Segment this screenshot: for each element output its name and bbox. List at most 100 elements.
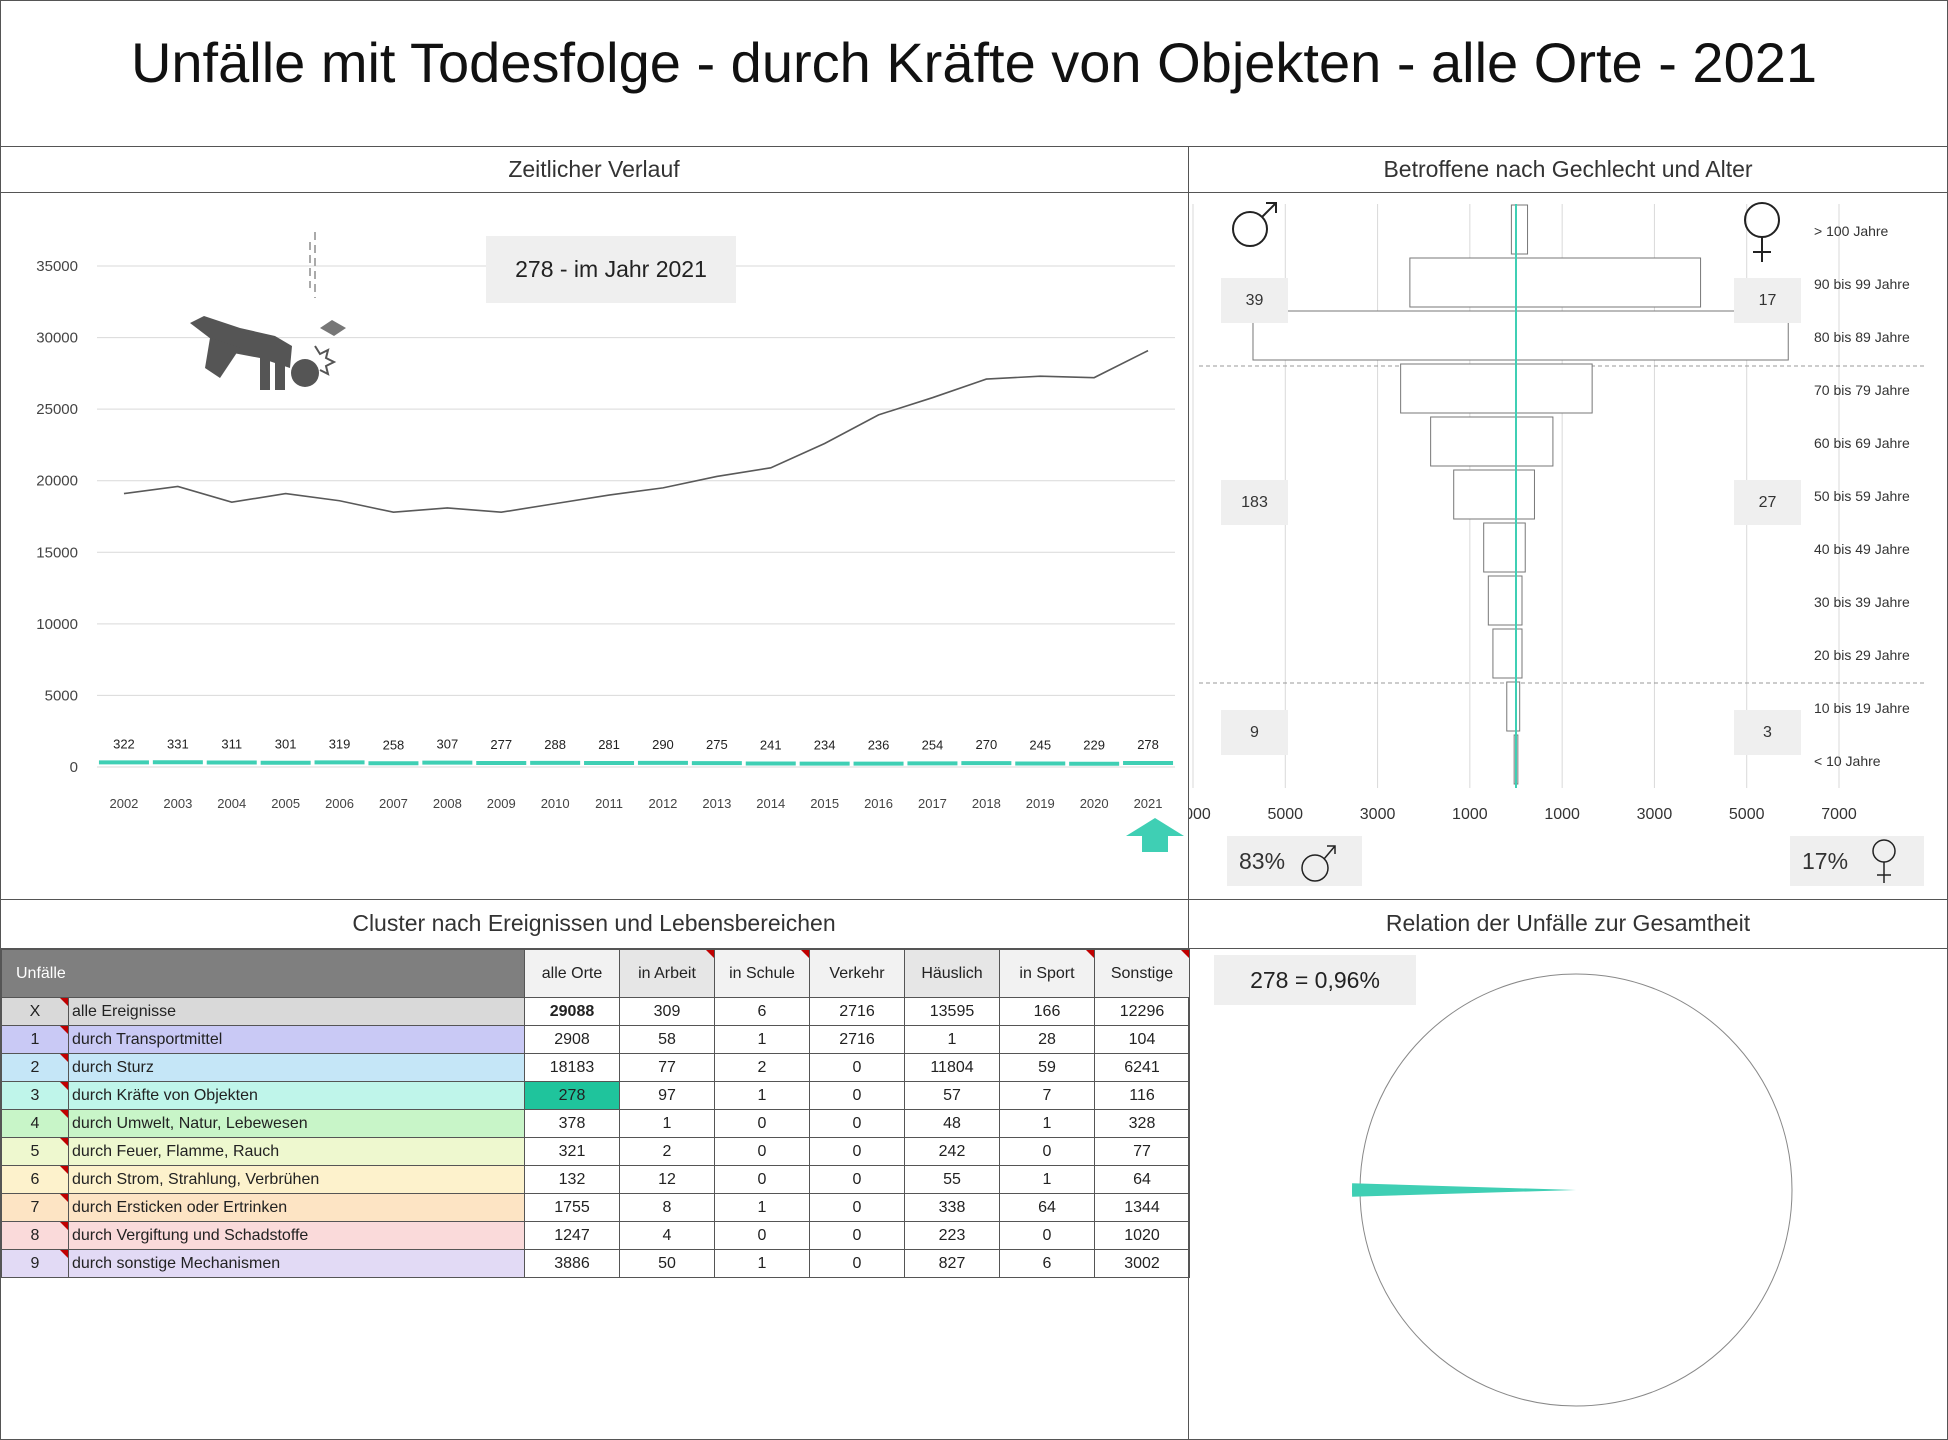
- male-symbol-small-icon: [1301, 845, 1336, 882]
- data-label: 229: [1083, 738, 1105, 753]
- table-cell: 2908: [524, 1025, 620, 1054]
- x-tick-label: 2003: [163, 796, 192, 811]
- female-count-young: 3: [1734, 710, 1801, 755]
- table-cell: 2: [714, 1053, 810, 1082]
- female-share-box: 17%: [1790, 836, 1924, 886]
- row-label: alle Ereignisse: [68, 997, 525, 1026]
- bar-female: [1515, 416, 1554, 467]
- row-id: 8: [1, 1221, 69, 1250]
- x-tick-label: 2008: [433, 796, 462, 811]
- table-cell: 309: [619, 997, 715, 1026]
- table-cell: 0: [714, 1109, 810, 1138]
- row-id: 3: [1, 1081, 69, 1110]
- table-row[interactable]: 9 durch sonstige Mechanismen 3886 50 1 0 827 6 3…: [1, 1249, 1190, 1278]
- table-cell: 6: [714, 997, 810, 1026]
- table-cell: 378: [524, 1109, 620, 1138]
- table-row[interactable]: 6 durch Strom, Strahlung, Verbrühen 132 12 0…: [1, 1165, 1190, 1194]
- y-tick-label: 30000: [36, 330, 78, 347]
- male-count-young: 9: [1221, 710, 1288, 755]
- data-label: 307: [436, 737, 458, 752]
- table-cell: 1: [714, 1193, 810, 1222]
- y-tick-label: 5000: [45, 687, 78, 704]
- table-cell: 1247: [524, 1221, 620, 1250]
- age-label: < 10 Jahre: [1814, 753, 1881, 769]
- table-row[interactable]: 2 durch Sturz 18183 77 2 0 11804 59 6241: [1, 1053, 1190, 1082]
- bar-male: [1400, 363, 1517, 414]
- table-cell: 1: [714, 1249, 810, 1278]
- table-cell: 11804: [904, 1053, 1000, 1082]
- table-row[interactable]: 5 durch Feuer, Flamme, Rauch 321 2 0 0 242 0 77: [1, 1137, 1190, 1166]
- page-title: Unfälle mit Todesfolge - durch Kräfte vo…: [130, 31, 1818, 94]
- table-cell: 0: [809, 1081, 905, 1110]
- age-label: 20 bis 29 Jahre: [1814, 647, 1910, 663]
- y-tick-label: 35000: [36, 258, 78, 275]
- table-row[interactable]: 4 durch Umwelt, Natur, Lebewesen 378 1 0 0 48 1…: [1, 1109, 1190, 1138]
- table-row[interactable]: 7 durch Ersticken oder Ertrinken 1755 8 1 0 33…: [1, 1193, 1190, 1222]
- table-cell: 12296: [1094, 997, 1190, 1026]
- age-label: 30 bis 39 Jahre: [1814, 594, 1910, 610]
- age-label: 70 bis 79 Jahre: [1814, 382, 1910, 398]
- table-cell: 242: [904, 1137, 1000, 1166]
- table-cell: 1020: [1094, 1221, 1190, 1250]
- x-tick-label: 1000: [1452, 806, 1488, 823]
- table-cell: 321: [524, 1137, 620, 1166]
- table-cell: 0: [999, 1137, 1095, 1166]
- row-id: X: [1, 997, 69, 1026]
- data-label: 281: [598, 737, 620, 752]
- x-tick-label: 7000: [1189, 806, 1211, 823]
- table-row[interactable]: 8 durch Vergiftung und Schadstoffe 1247 4 0 0…: [1, 1221, 1190, 1250]
- table-cell: 0: [999, 1221, 1095, 1250]
- male-symbol-icon: [1232, 202, 1277, 247]
- table-cell: 0: [809, 1137, 905, 1166]
- x-tick-label: 2015: [810, 796, 839, 811]
- table-cell: 18183: [524, 1053, 620, 1082]
- table-row[interactable]: 3 durch Kräfte von Objekten 278 97 1 0 57 7 116: [1, 1081, 1190, 1110]
- female-share-value: 17%: [1802, 847, 1849, 874]
- table-cell: 104: [1094, 1025, 1190, 1054]
- table-cell: 3002: [1094, 1249, 1190, 1278]
- data-label: 322: [113, 736, 135, 751]
- table-cell: 48: [904, 1109, 1000, 1138]
- y-tick-label: 25000: [36, 401, 78, 418]
- data-label: 234: [814, 738, 836, 753]
- table-header-other: Sonstige: [1094, 949, 1190, 998]
- table-row[interactable]: 1 durch Transportmittel 2908 58 1 2716 1 28 104: [1, 1025, 1190, 1054]
- table-header-label: Unfälle: [1, 949, 525, 998]
- data-label: 311: [221, 737, 242, 752]
- table-cell: 278: [524, 1081, 620, 1110]
- table-cell: 97: [619, 1081, 715, 1110]
- age-label: 80 bis 89 Jahre: [1814, 329, 1910, 345]
- row-label: durch sonstige Mechanismen: [68, 1249, 525, 1278]
- y-tick-label: 0: [70, 759, 78, 776]
- relation-callout: 278 = 0,96%: [1214, 955, 1416, 1005]
- table-cell: 328: [1094, 1109, 1190, 1138]
- age-label: > 100 Jahre: [1814, 223, 1889, 239]
- pyramid-chart: 7000 5000 3000 1000 1000 3000 5000 7000 > 100 Ja…: [1189, 204, 1927, 823]
- x-tick-label: 2004: [217, 796, 246, 811]
- bar-male: [1409, 257, 1517, 308]
- row-id: 6: [1, 1165, 69, 1194]
- bar-female: [1515, 204, 1529, 255]
- bar-female: [1515, 469, 1535, 520]
- bar-male: [1492, 628, 1517, 679]
- x-tick-label: 2017: [918, 796, 947, 811]
- table-cell: 1755: [524, 1193, 620, 1222]
- female-count-mid: 27: [1734, 480, 1801, 525]
- male-share-value: 83%: [1239, 847, 1286, 874]
- table-header-home: Häuslich: [904, 949, 1000, 998]
- table-cell: 8: [619, 1193, 715, 1222]
- section-title-pyramid: Betroffene nach Gechlecht und Alter: [1383, 156, 1753, 182]
- table-cell: 3886: [524, 1249, 620, 1278]
- row-id: 7: [1, 1193, 69, 1222]
- divider-middle: [0, 899, 1948, 900]
- table-cell: 2: [619, 1137, 715, 1166]
- x-tick-label: 2009: [487, 796, 516, 811]
- table-cell: 50: [619, 1249, 715, 1278]
- table-cell: 1: [999, 1165, 1095, 1194]
- section-title-relation: Relation der Unfälle zur Gesamtheit: [1385, 910, 1751, 936]
- divider-section-header-bottom: [0, 948, 1948, 949]
- table-cell: 6241: [1094, 1053, 1190, 1082]
- bar-male: [1430, 416, 1517, 467]
- row-label: durch Ersticken oder Ertrinken: [68, 1193, 525, 1222]
